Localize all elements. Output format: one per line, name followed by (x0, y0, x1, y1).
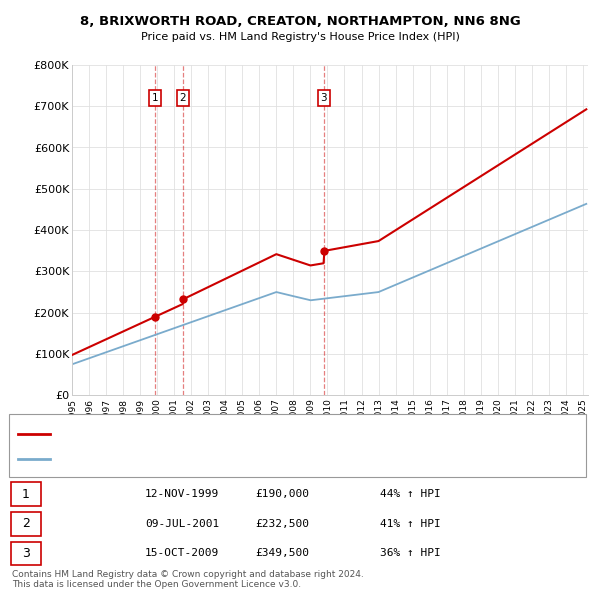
FancyBboxPatch shape (9, 414, 586, 477)
Text: 44% ↑ HPI: 44% ↑ HPI (380, 489, 441, 499)
Text: £232,500: £232,500 (255, 519, 309, 529)
Text: 1: 1 (152, 93, 158, 103)
Text: 8, BRIXWORTH ROAD, CREATON, NORTHAMPTON, NN6 8NG: 8, BRIXWORTH ROAD, CREATON, NORTHAMPTON,… (80, 15, 520, 28)
Text: 36% ↑ HPI: 36% ↑ HPI (380, 549, 441, 558)
Text: 3: 3 (22, 547, 30, 560)
Text: 2: 2 (22, 517, 30, 530)
Text: 09-JUL-2001: 09-JUL-2001 (145, 519, 219, 529)
FancyBboxPatch shape (11, 482, 41, 506)
Text: 2: 2 (180, 93, 187, 103)
FancyBboxPatch shape (11, 512, 41, 536)
Text: 3: 3 (320, 93, 327, 103)
Text: 41% ↑ HPI: 41% ↑ HPI (380, 519, 441, 529)
Text: 8, BRIXWORTH ROAD, CREATON, NORTHAMPTON, NN6 8NG (detached house): 8, BRIXWORTH ROAD, CREATON, NORTHAMPTON,… (55, 429, 434, 439)
Text: 15-OCT-2009: 15-OCT-2009 (145, 549, 219, 558)
Text: This data is licensed under the Open Government Licence v3.0.: This data is licensed under the Open Gov… (12, 579, 301, 589)
Text: 12-NOV-1999: 12-NOV-1999 (145, 489, 219, 499)
Text: HPI: Average price, detached house, West Northamptonshire: HPI: Average price, detached house, West… (55, 454, 352, 464)
Text: 1: 1 (22, 487, 30, 500)
Text: £190,000: £190,000 (255, 489, 309, 499)
Text: Price paid vs. HM Land Registry's House Price Index (HPI): Price paid vs. HM Land Registry's House … (140, 32, 460, 42)
FancyBboxPatch shape (11, 542, 41, 565)
Text: £349,500: £349,500 (255, 549, 309, 558)
Text: Contains HM Land Registry data © Crown copyright and database right 2024.: Contains HM Land Registry data © Crown c… (12, 570, 364, 579)
